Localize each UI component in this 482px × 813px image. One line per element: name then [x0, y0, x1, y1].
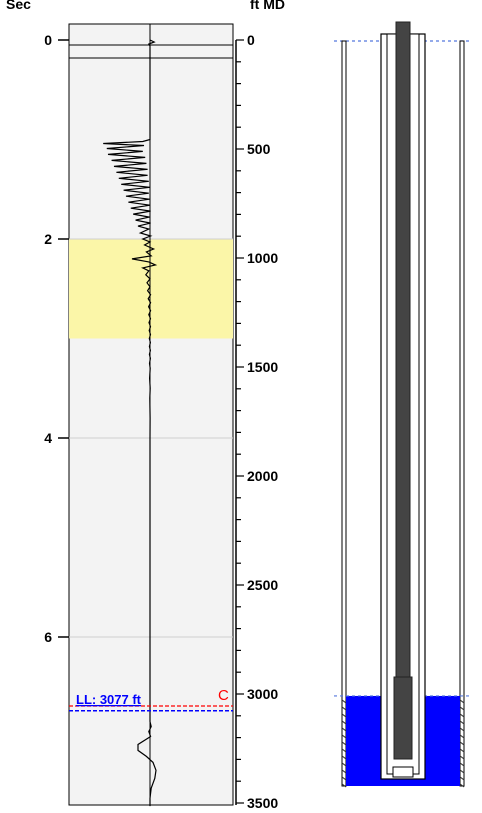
- tubing-bottom-plug: [392, 766, 414, 778]
- left-axis-title: Sec: [6, 0, 31, 12]
- perforation-mark: [341, 783, 347, 788]
- casing-perforations: [341, 699, 465, 788]
- right-axis-tick-label: 3500: [247, 795, 278, 811]
- perforation-mark: [341, 734, 347, 739]
- collar-marker-label: C: [218, 687, 229, 704]
- perforation-mark: [459, 769, 465, 774]
- perforation-mark: [459, 706, 465, 711]
- casing-left-wall: [341, 40, 347, 787]
- plot-panel: [68, 23, 234, 806]
- perforation-mark: [459, 734, 465, 739]
- perforation-mark: [341, 776, 347, 781]
- liquid-level-label: LL: 3077 ft: [76, 692, 142, 707]
- perforation-mark: [459, 783, 465, 788]
- left-axis-tick-label: 0: [44, 32, 52, 48]
- perforation-mark: [459, 720, 465, 725]
- perforation-mark: [341, 706, 347, 711]
- casing-right-wall: [459, 40, 465, 787]
- perforation-mark: [341, 727, 347, 732]
- left-axis-tick-label: 6: [44, 629, 52, 645]
- perforation-mark: [459, 699, 465, 704]
- right-axis-tick-label: 2500: [247, 577, 278, 593]
- perforation-mark: [341, 762, 347, 767]
- right-axis-tick-label: 1000: [247, 250, 278, 266]
- wellbore-diagram: [334, 21, 472, 788]
- right-axis-tick-label: 500: [247, 141, 271, 157]
- right-axis-tick-label: 0: [247, 32, 255, 48]
- perforation-mark: [341, 713, 347, 718]
- perforation-mark: [341, 720, 347, 725]
- left-axis: 0 2 4 6: [44, 32, 69, 645]
- perforation-mark: [459, 755, 465, 760]
- left-axis-tick-label: 2: [44, 231, 52, 247]
- highlight-band: [69, 239, 233, 339]
- left-axis-tick-label: 4: [44, 430, 52, 446]
- perforation-mark: [341, 769, 347, 774]
- sucker-rod: [395, 21, 411, 681]
- right-axis-tick-label: 1500: [247, 359, 278, 375]
- right-axis-tick-label: 3000: [247, 686, 278, 702]
- right-axis-tick-label: 2000: [247, 468, 278, 484]
- perforation-mark: [459, 776, 465, 781]
- perforation-mark: [459, 762, 465, 767]
- perforation-mark: [341, 741, 347, 746]
- acoustic-trace-line: [103, 39, 158, 807]
- perforation-mark: [459, 748, 465, 753]
- perforation-mark: [341, 755, 347, 760]
- perforation-mark: [459, 741, 465, 746]
- right-axis: 0 500 1000 1500 2000 2500 3000 3500: [236, 32, 278, 811]
- perforation-mark: [459, 713, 465, 718]
- pump-barrel: [393, 676, 413, 760]
- perforation-mark: [459, 727, 465, 732]
- right-axis-title: ft MD: [250, 0, 285, 12]
- grid-lines: [69, 238, 233, 638]
- perforation-mark: [341, 748, 347, 753]
- perforation-mark: [341, 699, 347, 704]
